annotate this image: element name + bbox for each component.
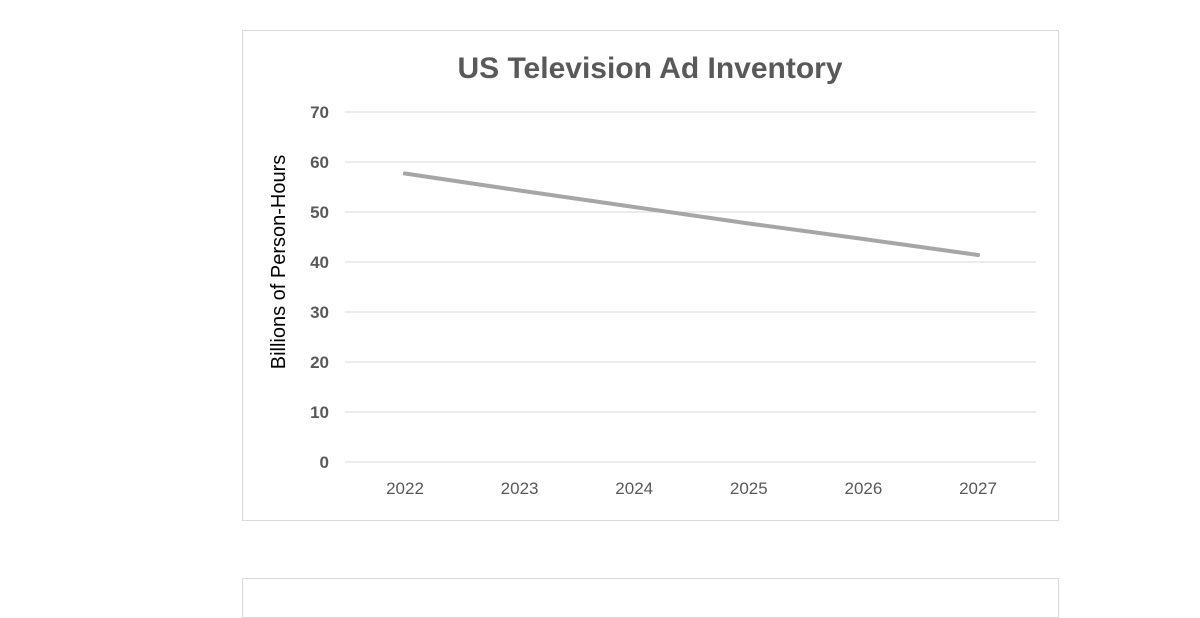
series-line (403, 171, 980, 257)
gridlines (345, 111, 1036, 463)
y-tick-labels: 0 10 20 30 40 50 60 70 (310, 103, 329, 472)
y-tick-label: 50 (310, 203, 329, 222)
y-tick-label: 10 (310, 403, 329, 422)
y-tick-label: 30 (310, 303, 329, 322)
line-chart: US Television Ad Inventory Billions of P… (268, 52, 1036, 498)
y-tick-label: 20 (310, 353, 329, 372)
x-tick-label: 2026 (844, 479, 882, 498)
data-point (403, 171, 407, 176)
y-tick-label: 70 (310, 103, 329, 122)
y-tick-label: 40 (310, 253, 329, 272)
data-point (517, 188, 522, 193)
data-point (632, 205, 637, 209)
x-tick-labels: 2022 2023 2024 2025 2026 2027 (386, 479, 997, 498)
series-layer (403, 171, 980, 257)
data-point (861, 237, 866, 241)
x-tick-label: 2023 (501, 479, 539, 498)
x-tick-label: 2025 (730, 479, 768, 498)
x-tick-label: 2024 (615, 479, 653, 498)
data-point (746, 221, 751, 226)
data-point (976, 253, 980, 257)
chart-title: US Television Ad Inventory (457, 52, 842, 85)
y-axis-label: Billions of Person-Hours (268, 155, 290, 370)
y-tick-label: 0 (320, 453, 329, 472)
x-tick-label: 2027 (959, 479, 997, 498)
x-tick-label: 2022 (386, 479, 424, 498)
y-tick-label: 60 (310, 153, 329, 172)
